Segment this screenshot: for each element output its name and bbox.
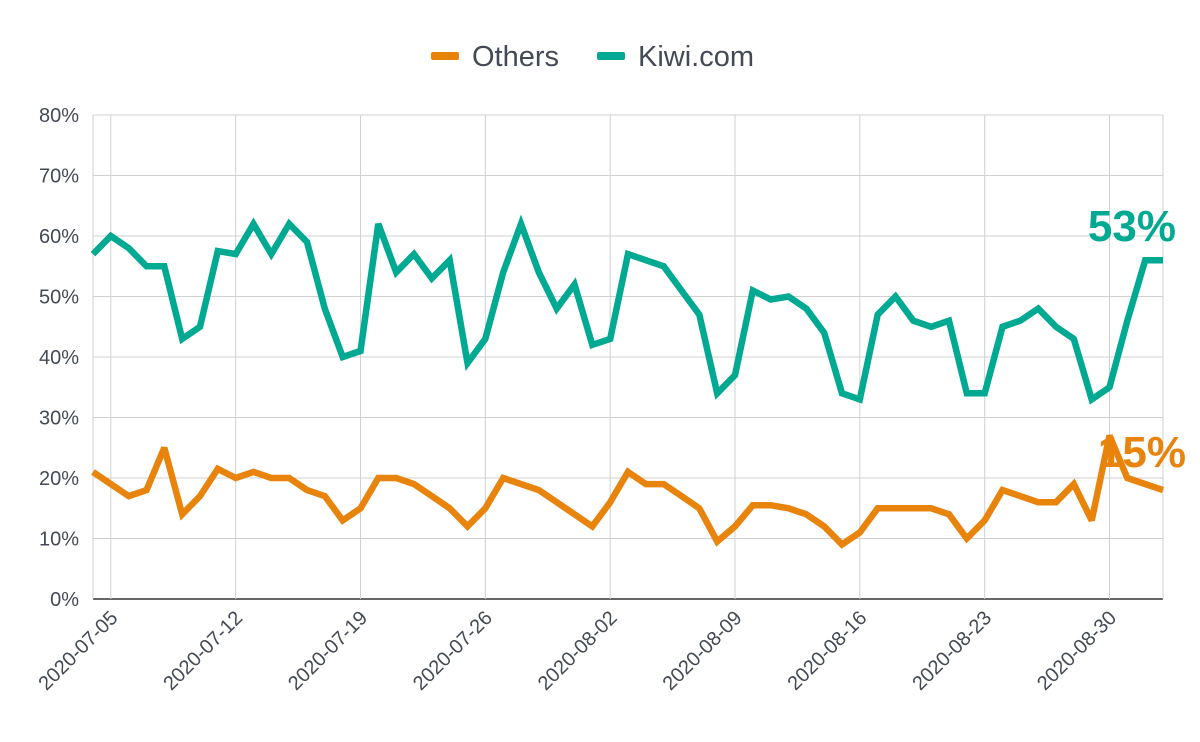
x-tick-label: 2020-07-05	[34, 607, 122, 695]
x-tick-label: 2020-08-30	[1033, 607, 1121, 695]
y-tick-label: 20%	[39, 468, 79, 490]
x-tick-label: 2020-08-16	[783, 607, 871, 695]
y-tick-label: 60%	[39, 226, 79, 248]
series-line-kiwi	[90, 214, 1163, 405]
end-label-kiwi: 53%	[1088, 202, 1176, 251]
legend-swatch-others	[431, 52, 459, 60]
x-axis-ticks: 2020-07-05 2020-07-12 2020-07-19 2020-07-26…	[34, 607, 1121, 695]
series-lines	[90, 214, 1165, 549]
legend-label-kiwi: Kiwi.com	[638, 41, 754, 73]
series-line-others	[91, 434, 1165, 549]
x-tick-label: 2020-07-26	[409, 607, 497, 695]
y-axis-ticks: 0% 10% 20% 30% 40% 50% 60% 70% 80%	[39, 105, 79, 611]
legend-label-others: Others	[472, 41, 559, 73]
y-tick-label: 40%	[39, 347, 79, 369]
y-tick-label: 0%	[50, 589, 79, 611]
y-tick-label: 80%	[39, 105, 79, 127]
grid	[92, 114, 1164, 600]
end-labels: 53% 15%	[1088, 202, 1186, 477]
x-tick-label: 2020-07-19	[284, 607, 372, 695]
y-tick-label: 50%	[39, 287, 79, 309]
x-tick-label: 2020-07-12	[159, 607, 247, 695]
y-tick-label: 70%	[39, 166, 79, 188]
x-tick-label: 2020-08-23	[908, 607, 996, 695]
y-tick-label: 30%	[39, 408, 79, 430]
legend-swatch-kiwi	[597, 52, 625, 60]
x-tick-label: 2020-08-09	[659, 607, 747, 695]
y-tick-label: 10%	[39, 529, 79, 551]
end-label-others: 15%	[1098, 428, 1186, 477]
legend: Others Kiwi.com	[431, 41, 754, 73]
x-tick-label: 2020-08-02	[534, 607, 622, 695]
